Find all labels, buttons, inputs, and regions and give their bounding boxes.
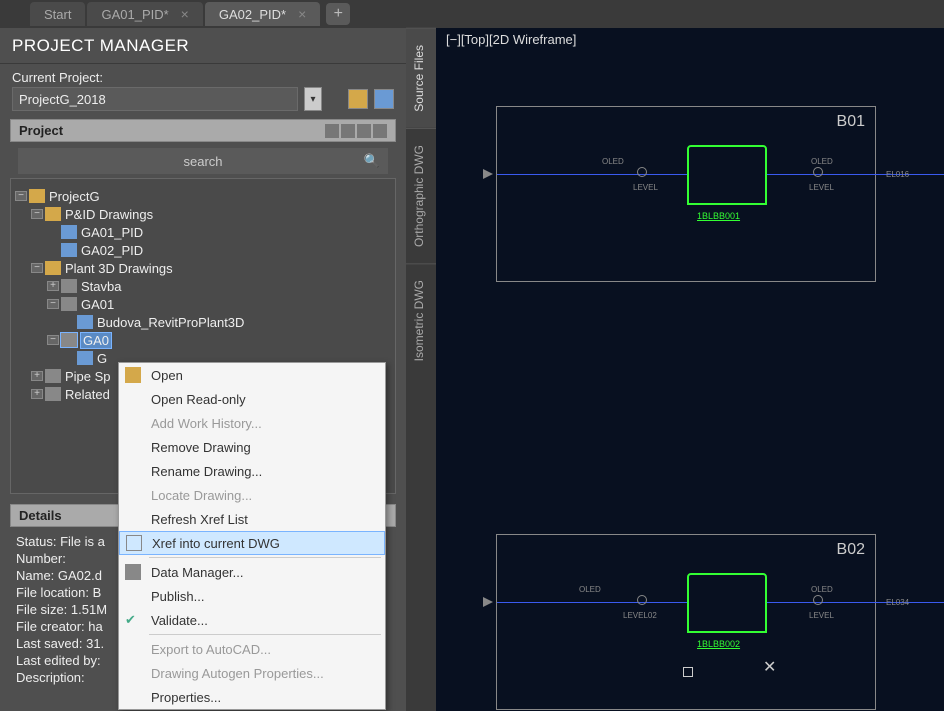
tree-node-ga02-selected[interactable]: −GA0 (15, 331, 391, 349)
menu-item-refresh-xref[interactable]: Refresh Xref List (119, 507, 385, 531)
menu-separator (149, 557, 381, 558)
project-icon-button-1[interactable] (348, 89, 368, 109)
wire (497, 602, 687, 603)
menu-item-add-work-history: Add Work History... (119, 411, 385, 435)
grid-icon (125, 564, 141, 580)
tree-node-root[interactable]: −ProjectG (15, 187, 391, 205)
pump-label: LEVEL (809, 611, 834, 620)
tree-search-input[interactable]: search 🔍 (18, 148, 388, 174)
flow-arrow-icon (483, 597, 493, 607)
search-icon: 🔍 (364, 153, 380, 169)
pump-icon (637, 167, 651, 181)
menu-item-properties[interactable]: Properties... (119, 685, 385, 709)
close-icon[interactable]: × (298, 6, 306, 22)
vtab-orthographic[interactable]: Orthographic DWG (406, 128, 436, 263)
view-label[interactable]: [−][Top][2D Wireframe] (446, 32, 576, 47)
wire (767, 602, 944, 603)
wire (767, 174, 944, 175)
context-menu: Open Open Read-only Add Work History... … (118, 362, 386, 710)
project-dropdown-button[interactable]: ▾ (304, 87, 322, 111)
folder-open-icon (125, 367, 141, 383)
tank-b01 (687, 145, 767, 205)
menu-item-locate-drawing: Locate Drawing... (119, 483, 385, 507)
chevron-down-icon[interactable] (373, 124, 387, 138)
tank-label: 1BLBB001 (697, 211, 740, 221)
box-label: B01 (837, 113, 865, 131)
tree-node-ga02-pid[interactable]: GA02_PID (15, 241, 391, 259)
pump-label: OLED (579, 585, 601, 594)
menu-item-rename-drawing[interactable]: Rename Drawing... (119, 459, 385, 483)
menu-item-validate[interactable]: ✔Validate... (119, 608, 385, 632)
menu-separator (149, 634, 381, 635)
tab-ga01[interactable]: GA01_PID*× (87, 2, 202, 26)
section-icon[interactable] (341, 124, 355, 138)
vtab-isometric[interactable]: Isometric DWG (406, 263, 436, 377)
tree-node-pid-drawings[interactable]: −P&ID Drawings (15, 205, 391, 223)
tab-ga02[interactable]: GA02_PID*× (205, 2, 320, 26)
vtab-source-files[interactable]: Source Files (406, 28, 436, 128)
menu-item-open-readonly[interactable]: Open Read-only (119, 387, 385, 411)
tree-node-plant3d-drawings[interactable]: −Plant 3D Drawings (15, 259, 391, 277)
xref-icon (126, 535, 142, 551)
current-project-label: Current Project: (0, 64, 406, 87)
project-section-header: Project (10, 119, 396, 142)
menu-item-autogen-properties: Drawing Autogen Properties... (119, 661, 385, 685)
menu-item-export-autocad: Export to AutoCAD... (119, 637, 385, 661)
x-marker-icon: ✕ (763, 657, 776, 677)
menu-item-data-manager[interactable]: Data Manager... (119, 560, 385, 584)
panel-title: PROJECT MANAGER (0, 28, 406, 64)
tank-label: 1BLBB002 (697, 639, 740, 649)
wire (497, 174, 687, 175)
project-select[interactable]: ProjectG_2018 (12, 87, 298, 111)
square-marker-icon (683, 667, 693, 677)
tank-b02 (687, 573, 767, 633)
section-icon[interactable] (357, 124, 371, 138)
add-tab-button[interactable]: + (326, 3, 350, 25)
pump-label: OLED (602, 157, 624, 166)
tree-node-ga01[interactable]: −GA01 (15, 295, 391, 313)
flow-arrow-icon (483, 169, 493, 179)
box-label: B02 (837, 541, 865, 559)
menu-item-xref-into-current[interactable]: Xref into current DWG (119, 531, 385, 555)
tab-start[interactable]: Start (30, 2, 85, 26)
pump-label: OLED (811, 157, 833, 166)
pump-icon (637, 595, 651, 609)
menu-item-remove-drawing[interactable]: Remove Drawing (119, 435, 385, 459)
diagram-box-b01: B01 1BLBB001 OLED LEVEL OLED LEVEL (496, 106, 876, 282)
tree-node-ga01-pid[interactable]: GA01_PID (15, 223, 391, 241)
external-label: EL034 (886, 598, 909, 607)
pump-label: LEVEL (809, 183, 834, 192)
pump-icon (813, 595, 827, 609)
pump-label: LEVEL (633, 183, 658, 192)
project-icon-button-2[interactable] (374, 89, 394, 109)
diagram-box-b02: B02 1BLBB002 OLED LEVEL02 OLED LEVEL ✕ (496, 534, 876, 710)
pump-icon (813, 167, 827, 181)
close-icon[interactable]: × (181, 6, 189, 22)
document-tabs-bar: Start GA01_PID*× GA02_PID*× + (0, 0, 944, 28)
menu-item-publish[interactable]: Publish... (119, 584, 385, 608)
check-icon: ✔ (125, 612, 141, 628)
pump-label: OLED (811, 585, 833, 594)
section-icon[interactable] (325, 124, 339, 138)
tree-node-budova[interactable]: Budova_RevitProPlant3D (15, 313, 391, 331)
vertical-tabs: Source Files Orthographic DWG Isometric … (406, 28, 436, 711)
menu-item-open[interactable]: Open (119, 363, 385, 387)
pump-label: LEVEL02 (623, 611, 657, 620)
tree-node-stavba[interactable]: +Stavba (15, 277, 391, 295)
drawing-canvas[interactable]: [−][Top][2D Wireframe] B01 1BLBB001 OLED… (436, 28, 944, 711)
external-label: EL016 (886, 170, 909, 179)
